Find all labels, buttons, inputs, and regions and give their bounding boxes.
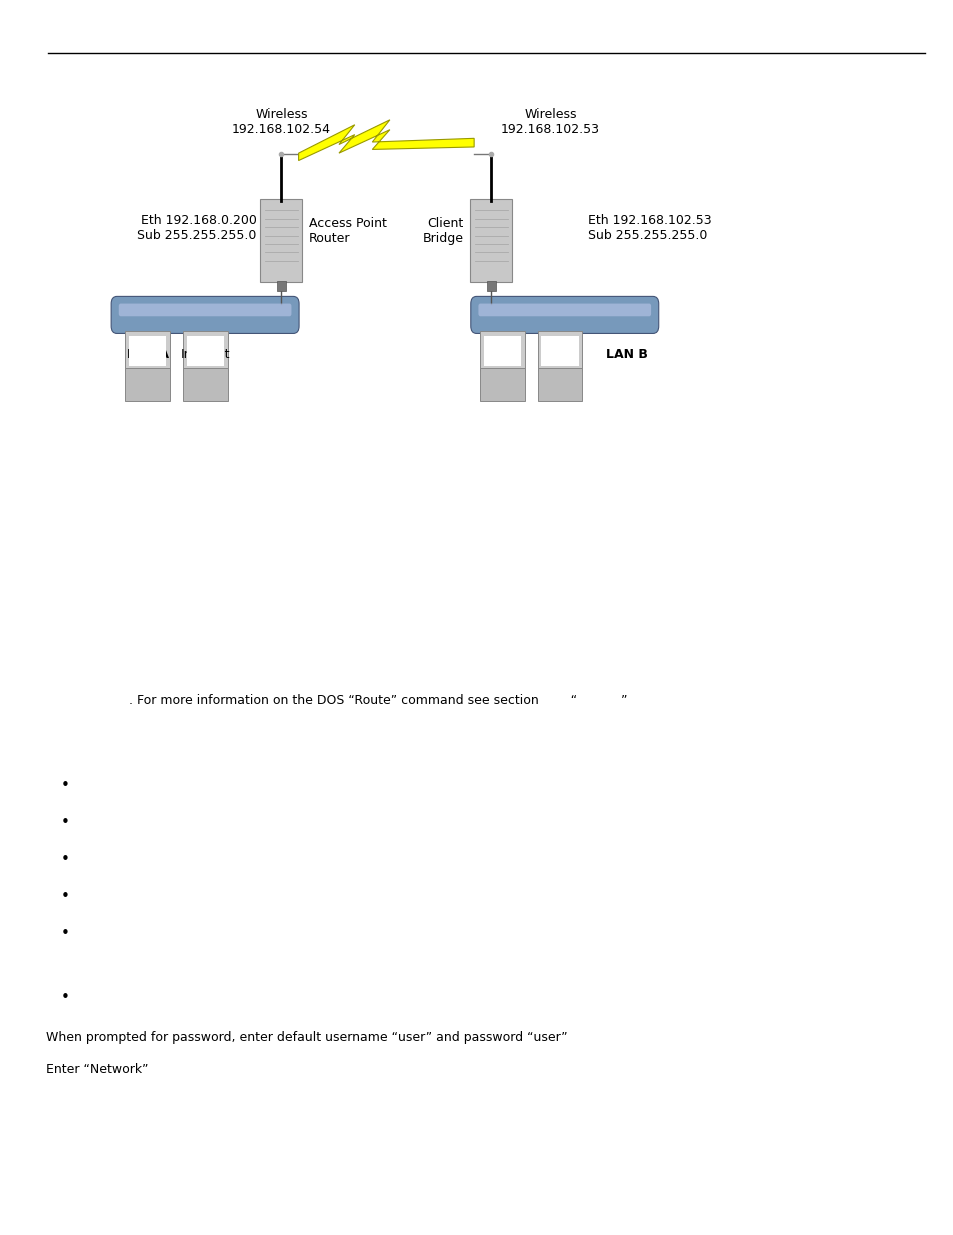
- Text: When prompted for password, enter default username “user” and password “user”: When prompted for password, enter defaul…: [46, 1031, 567, 1045]
- Text: Wireless
192.168.102.54: Wireless 192.168.102.54: [232, 107, 331, 136]
- Text: •: •: [60, 852, 70, 867]
- FancyBboxPatch shape: [126, 368, 170, 401]
- FancyBboxPatch shape: [260, 199, 302, 282]
- Text: •: •: [60, 815, 70, 830]
- Text: Client
Bridge: Client Bridge: [422, 217, 463, 245]
- Text: •: •: [60, 889, 70, 904]
- Bar: [486, 280, 496, 290]
- Bar: [484, 336, 521, 366]
- Text: •: •: [60, 990, 70, 1005]
- FancyBboxPatch shape: [182, 331, 227, 370]
- FancyBboxPatch shape: [470, 199, 512, 282]
- FancyBboxPatch shape: [480, 368, 525, 401]
- Text: Enter “Network”: Enter “Network”: [46, 1063, 148, 1077]
- Polygon shape: [298, 120, 474, 161]
- Bar: [541, 336, 578, 366]
- Text: Wireless
192.168.102.53: Wireless 192.168.102.53: [500, 107, 599, 136]
- Bar: [186, 336, 223, 366]
- FancyBboxPatch shape: [126, 331, 170, 370]
- FancyBboxPatch shape: [111, 296, 298, 333]
- Text: Internet: Internet: [180, 348, 230, 362]
- Text: LAN A: LAN A: [127, 348, 169, 362]
- FancyBboxPatch shape: [537, 368, 581, 401]
- FancyBboxPatch shape: [480, 331, 525, 370]
- Text: •: •: [60, 926, 70, 941]
- Text: •: •: [60, 778, 70, 793]
- Text: Access Point
Router: Access Point Router: [309, 217, 387, 245]
- Text: LAN B: LAN B: [606, 348, 648, 362]
- FancyBboxPatch shape: [477, 304, 650, 316]
- FancyBboxPatch shape: [470, 296, 658, 333]
- FancyBboxPatch shape: [537, 331, 581, 370]
- Text: Eth 192.168.0.200
Sub 255.255.255.0: Eth 192.168.0.200 Sub 255.255.255.0: [137, 215, 256, 242]
- FancyBboxPatch shape: [118, 304, 291, 316]
- Bar: [276, 280, 286, 290]
- Text: . For more information on the DOS “Route” command see section        “          : . For more information on the DOS “Route…: [129, 694, 627, 708]
- Bar: [130, 336, 167, 366]
- Text: Eth 192.168.102.53
Sub 255.255.255.0: Eth 192.168.102.53 Sub 255.255.255.0: [587, 215, 711, 242]
- FancyBboxPatch shape: [182, 368, 227, 401]
